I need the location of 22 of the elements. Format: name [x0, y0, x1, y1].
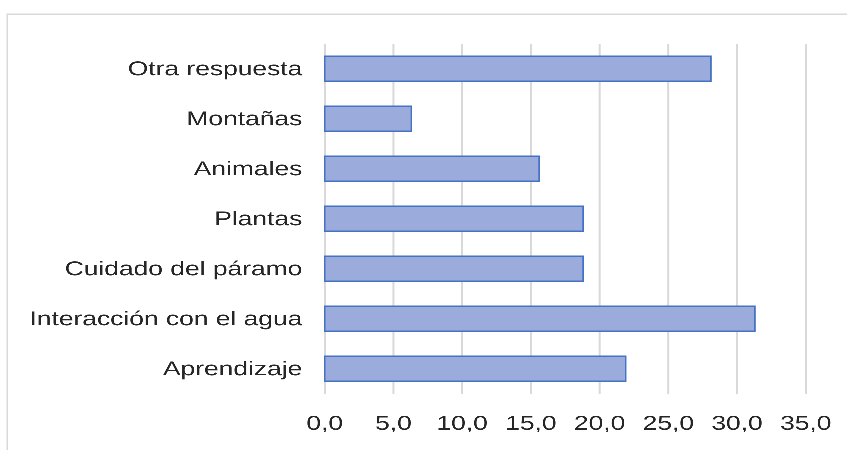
x-tick-label: 5,0: [375, 412, 412, 434]
x-tick-label: 20,0: [574, 412, 626, 434]
x-tick-label: 35,0: [780, 412, 832, 434]
y-tick-label: Interacción con el agua: [30, 307, 304, 330]
bar: [324, 356, 627, 382]
y-tick-label: Montañas: [186, 107, 303, 130]
y-tick-label: Otra respuesta: [128, 57, 304, 80]
x-tick-label: 0,0: [306, 412, 344, 434]
bar: [324, 106, 412, 132]
bar: [324, 206, 584, 232]
y-tick-label: Plantas: [214, 207, 303, 230]
x-tick-label: 25,0: [642, 412, 694, 434]
bar: [324, 56, 712, 82]
y-tick-label: Animales: [194, 157, 303, 180]
y-tick-label: Aprendizaje: [163, 357, 303, 380]
x-tick-label: 10,0: [436, 412, 488, 434]
bar: [324, 156, 540, 182]
bar: [324, 256, 584, 282]
y-tick-label: Cuidado del páramo: [64, 257, 303, 280]
x-tick-label: 15,0: [505, 412, 557, 434]
bar: [324, 306, 756, 332]
x-tick-label: 30,0: [712, 412, 763, 434]
